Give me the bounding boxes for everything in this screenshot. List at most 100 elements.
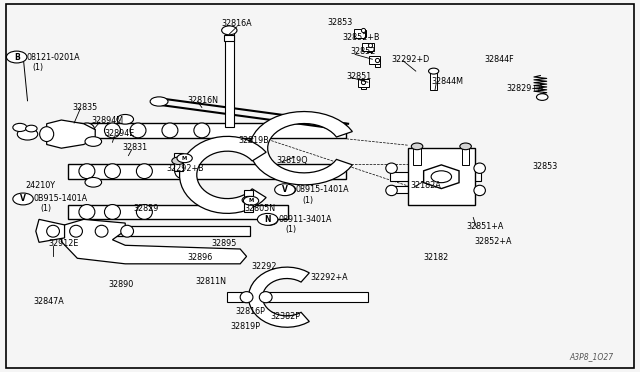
Text: A3P8_1O27: A3P8_1O27: [570, 352, 614, 361]
Polygon shape: [61, 219, 246, 264]
Ellipse shape: [104, 205, 120, 219]
Text: N: N: [264, 215, 271, 224]
Text: V: V: [282, 185, 288, 194]
Circle shape: [177, 154, 192, 163]
Ellipse shape: [150, 97, 168, 106]
Text: 32853: 32853: [532, 162, 557, 171]
Polygon shape: [250, 112, 353, 185]
Ellipse shape: [386, 185, 397, 196]
Polygon shape: [390, 186, 481, 193]
Polygon shape: [36, 219, 65, 242]
Text: 32895: 32895: [211, 239, 237, 248]
Circle shape: [172, 157, 184, 164]
Circle shape: [275, 184, 295, 196]
Polygon shape: [68, 205, 288, 219]
Text: (1): (1): [40, 205, 51, 214]
Ellipse shape: [474, 185, 485, 196]
Polygon shape: [225, 31, 234, 127]
Text: 32805N: 32805N: [244, 205, 276, 214]
Ellipse shape: [259, 292, 272, 303]
Polygon shape: [227, 292, 368, 302]
Ellipse shape: [79, 123, 95, 138]
Circle shape: [243, 196, 259, 205]
Polygon shape: [248, 267, 309, 327]
Text: 08911-3401A: 08911-3401A: [278, 215, 332, 224]
Ellipse shape: [104, 164, 120, 179]
Polygon shape: [361, 30, 366, 37]
Polygon shape: [47, 120, 95, 148]
Circle shape: [85, 137, 102, 146]
Text: 32844M: 32844M: [432, 77, 464, 86]
Polygon shape: [362, 42, 374, 51]
Text: 32912E: 32912E: [49, 239, 79, 248]
Polygon shape: [38, 226, 250, 236]
Text: 32292+D: 32292+D: [392, 55, 430, 64]
Text: 32852+A: 32852+A: [474, 237, 512, 246]
Ellipse shape: [79, 164, 95, 179]
Text: 32894M: 32894M: [92, 116, 124, 125]
Text: 32852: 32852: [351, 47, 376, 56]
Circle shape: [536, 94, 548, 100]
Ellipse shape: [474, 163, 485, 173]
Ellipse shape: [121, 225, 134, 237]
Ellipse shape: [162, 123, 178, 138]
Text: 24210Y: 24210Y: [25, 181, 55, 190]
Ellipse shape: [240, 292, 253, 303]
Polygon shape: [180, 137, 266, 214]
Text: 32819P: 32819P: [230, 321, 260, 331]
Polygon shape: [361, 81, 366, 89]
Circle shape: [6, 51, 27, 63]
Circle shape: [431, 171, 452, 183]
Text: 32835: 32835: [72, 103, 97, 112]
Circle shape: [17, 128, 38, 140]
Polygon shape: [431, 72, 437, 90]
Text: 32890: 32890: [108, 280, 133, 289]
Ellipse shape: [70, 225, 83, 237]
Text: (1): (1): [302, 196, 313, 205]
Text: 32896: 32896: [187, 253, 212, 262]
Text: 32292: 32292: [251, 262, 276, 271]
Polygon shape: [244, 190, 253, 212]
Text: 32182: 32182: [424, 253, 449, 262]
Text: V: V: [284, 187, 289, 192]
Ellipse shape: [136, 164, 152, 179]
Text: 32829+A: 32829+A: [506, 84, 544, 93]
Circle shape: [460, 143, 471, 150]
Polygon shape: [375, 59, 380, 67]
Text: V: V: [20, 195, 26, 203]
Text: 32292+B: 32292+B: [167, 164, 204, 173]
Text: 32894E: 32894E: [104, 129, 134, 138]
Polygon shape: [68, 123, 346, 138]
Ellipse shape: [136, 205, 152, 219]
Circle shape: [412, 143, 423, 150]
Ellipse shape: [95, 225, 108, 237]
Text: 32829: 32829: [134, 205, 159, 214]
Text: 32831: 32831: [122, 142, 147, 151]
Circle shape: [221, 26, 237, 35]
Polygon shape: [224, 35, 234, 41]
Text: 32819B: 32819B: [238, 136, 269, 145]
Circle shape: [85, 177, 102, 187]
Ellipse shape: [386, 163, 397, 173]
Text: 32816N: 32816N: [187, 96, 218, 105]
Ellipse shape: [175, 164, 191, 179]
Polygon shape: [369, 55, 380, 64]
Text: 32853: 32853: [328, 18, 353, 27]
Ellipse shape: [40, 127, 54, 141]
Circle shape: [13, 124, 27, 132]
Polygon shape: [413, 148, 421, 164]
Circle shape: [257, 214, 278, 225]
Text: 32851: 32851: [347, 72, 372, 81]
Text: 32851+A: 32851+A: [467, 221, 504, 231]
Text: (1): (1): [33, 63, 44, 72]
Text: N: N: [266, 218, 271, 222]
Text: 32182A: 32182A: [411, 181, 442, 190]
Ellipse shape: [194, 123, 210, 138]
Circle shape: [13, 193, 33, 205]
Text: (1): (1): [285, 225, 296, 234]
Polygon shape: [424, 165, 459, 189]
Polygon shape: [354, 29, 365, 38]
Text: 32844F: 32844F: [484, 55, 515, 64]
Polygon shape: [68, 164, 346, 179]
Circle shape: [117, 115, 134, 124]
